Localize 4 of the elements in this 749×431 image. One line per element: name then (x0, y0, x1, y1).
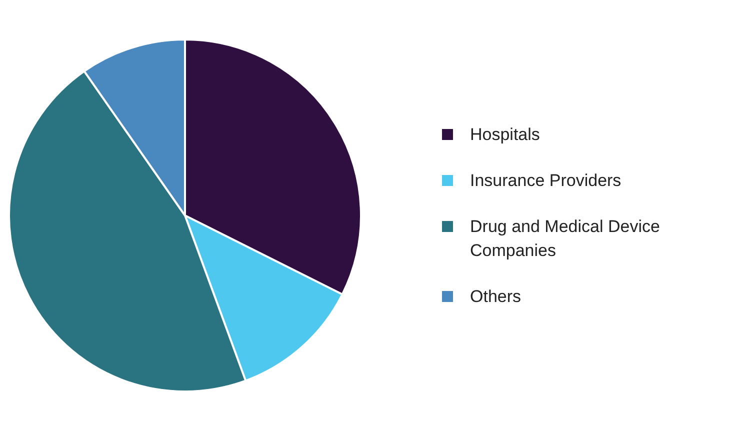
legend-label: Insurance Providers (470, 170, 622, 192)
legend-label: Drug and Medical Device Companies (470, 216, 661, 262)
legend-label: Others (470, 286, 522, 308)
legend-label: Hospitals (470, 124, 540, 146)
